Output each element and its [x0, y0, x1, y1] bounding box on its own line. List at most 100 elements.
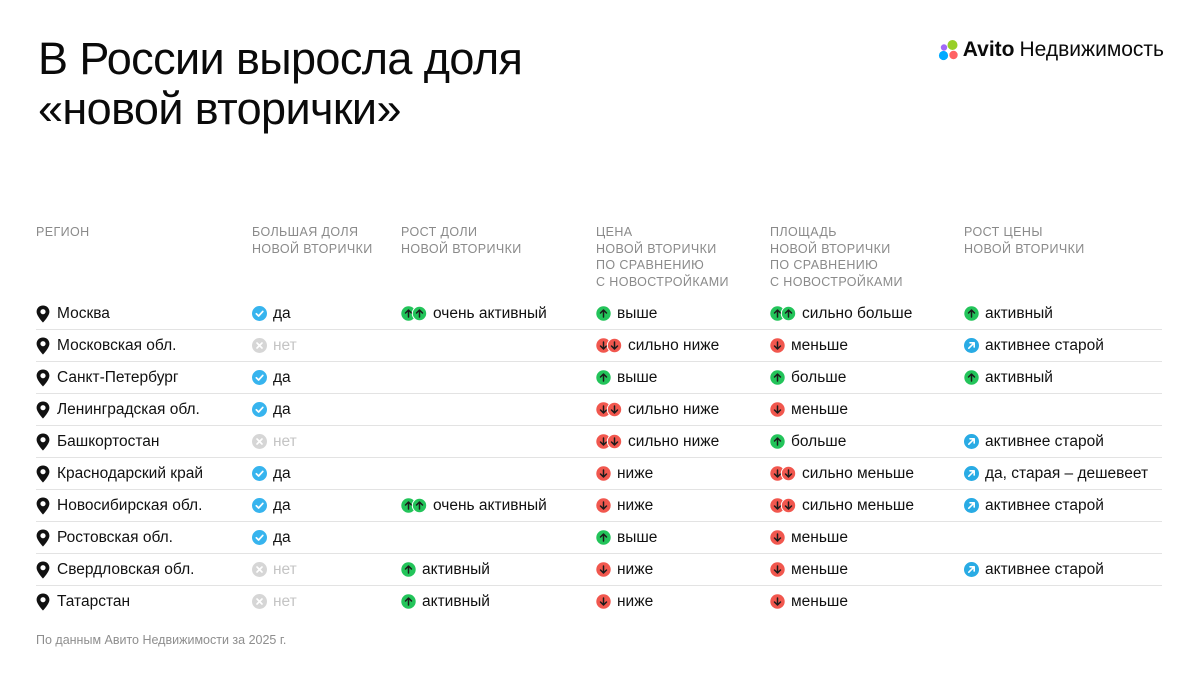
location-pin-icon [36, 497, 50, 514]
price-cell: ниже [596, 457, 770, 490]
double-arrow-down-icon [596, 402, 622, 417]
region-name: Башкортостан [57, 432, 160, 450]
location-pin-icon [36, 305, 50, 322]
check-circle-icon [252, 466, 267, 481]
arrow-up-icon [770, 370, 785, 385]
pricegrowth-value: активнее старой [985, 560, 1104, 578]
brand-name: Avito [962, 38, 1015, 61]
location-pin-icon [36, 529, 50, 546]
share-value: да [273, 368, 291, 386]
arrow-up-right-icon [964, 434, 979, 449]
region-cell: Свердловская обл. [36, 553, 252, 586]
area-cell: сильно меньше [770, 457, 964, 490]
region-name: Санкт-Петербург [57, 368, 179, 386]
region-name: Московская обл. [57, 336, 177, 354]
price-value: ниже [617, 464, 654, 482]
share-cell: да [252, 457, 401, 490]
area-value: сильно меньше [802, 496, 914, 514]
price-value: выше [617, 368, 658, 386]
price-cell: выше [596, 298, 770, 330]
price-cell: ниже [596, 553, 770, 586]
header-share: БОЛЬШАЯ ДОЛЯ НОВОЙ ВТОРИЧКИ [252, 225, 373, 256]
area-value: меньше [791, 336, 848, 354]
region-name: Ленинградская обл. [57, 400, 200, 418]
area-cell: больше [770, 425, 964, 458]
header-area: ПЛОЩАДЬ НОВОЙ ВТОРИЧКИ ПО СРАВНЕНИЮ С НО… [770, 225, 903, 289]
pricegrowth-value: активнее старой [985, 336, 1104, 354]
location-pin-icon [36, 433, 50, 450]
price-cell: ниже [596, 586, 770, 618]
header-price-growth: РОСТ ЦЕНЫ НОВОЙ ВТОРИЧКИ [964, 225, 1085, 256]
check-circle-icon [252, 498, 267, 513]
table-row: Башкортостан нет сильно ниже больше активнее… [36, 425, 1162, 458]
growth-cell [401, 457, 596, 490]
double-arrow-down-icon [770, 498, 796, 513]
share-cell: да [252, 489, 401, 522]
pricegrowth-value: активный [985, 304, 1053, 322]
location-pin-icon [36, 337, 50, 354]
area-value: больше [791, 368, 847, 386]
region-cell: Башкортостан [36, 425, 252, 458]
table-row: Москва да очень активный выше сильно больше а… [36, 298, 1162, 330]
arrow-down-icon [596, 466, 611, 481]
share-value: да [273, 464, 291, 482]
check-circle-icon [252, 370, 267, 385]
share-cell: да [252, 393, 401, 426]
region-cell: Санкт-Петербург [36, 361, 252, 394]
double-arrow-up-icon [770, 306, 796, 321]
pricegrowth-cell [964, 393, 1162, 426]
pricegrowth-cell: активнее старой [964, 553, 1162, 586]
table-header: РЕГИОН БОЛЬШАЯ ДОЛЯ НОВОЙ ВТОРИЧКИ РОСТ … [36, 224, 1162, 294]
table-row: Свердловская обл. нет активный ниже меньше ак… [36, 553, 1162, 586]
arrow-down-icon [770, 402, 785, 417]
growth-value: очень активный [433, 496, 547, 514]
price-value: сильно ниже [628, 432, 720, 450]
arrow-up-icon [596, 370, 611, 385]
arrow-up-right-icon [964, 498, 979, 513]
pricegrowth-cell [964, 586, 1162, 618]
double-arrow-down-icon [770, 466, 796, 481]
brand-suffix: Недвижимость [1019, 38, 1164, 61]
share-value: да [273, 304, 291, 322]
arrow-up-icon [401, 594, 416, 609]
price-value: ниже [617, 592, 654, 610]
pricegrowth-cell: активнее старой [964, 425, 1162, 458]
area-cell: сильно меньше [770, 489, 964, 522]
share-value: нет [273, 432, 297, 450]
table-row: Татарстан нет активный ниже меньше [36, 586, 1162, 618]
area-value: меньше [791, 400, 848, 418]
pricegrowth-value: активнее старой [985, 496, 1104, 514]
share-value: нет [273, 336, 297, 354]
area-value: сильно больше [802, 304, 913, 322]
region-cell: Москва [36, 298, 252, 330]
table-row: Московская обл. нет сильно ниже меньше актив… [36, 329, 1162, 362]
area-value: меньше [791, 560, 848, 578]
share-cell: да [252, 298, 401, 330]
region-cell: Татарстан [36, 586, 252, 618]
page-title: В России выросла доля «новой вторички» [38, 34, 523, 134]
growth-cell [401, 521, 596, 554]
region-cell: Ленинградская обл. [36, 393, 252, 426]
share-value: нет [273, 592, 297, 610]
table-row: Краснодарский край да ниже сильно меньше да,… [36, 457, 1162, 490]
pricegrowth-cell: активнее старой [964, 329, 1162, 362]
area-cell: меньше [770, 521, 964, 554]
arrow-up-icon [596, 306, 611, 321]
pricegrowth-cell: активнее старой [964, 489, 1162, 522]
arrow-up-icon [401, 562, 416, 577]
price-cell: выше [596, 521, 770, 554]
region-name: Новосибирская обл. [57, 496, 203, 514]
header-price: ЦЕНА НОВОЙ ВТОРИЧКИ ПО СРАВНЕНИЮ С НОВОС… [596, 225, 729, 289]
header-growth: РОСТ ДОЛИ НОВОЙ ВТОРИЧКИ [401, 225, 522, 256]
share-value: да [273, 496, 291, 514]
area-cell: сильно больше [770, 298, 964, 330]
location-pin-icon [36, 561, 50, 578]
share-value: нет [273, 560, 297, 578]
region-name: Ростовская обл. [57, 528, 173, 546]
arrow-down-icon [596, 498, 611, 513]
pricegrowth-value: активный [985, 368, 1053, 386]
table-row: Санкт-Петербург да выше больше активный [36, 361, 1162, 394]
growth-cell: очень активный [401, 489, 596, 522]
check-circle-icon [252, 530, 267, 545]
arrow-down-icon [596, 562, 611, 577]
